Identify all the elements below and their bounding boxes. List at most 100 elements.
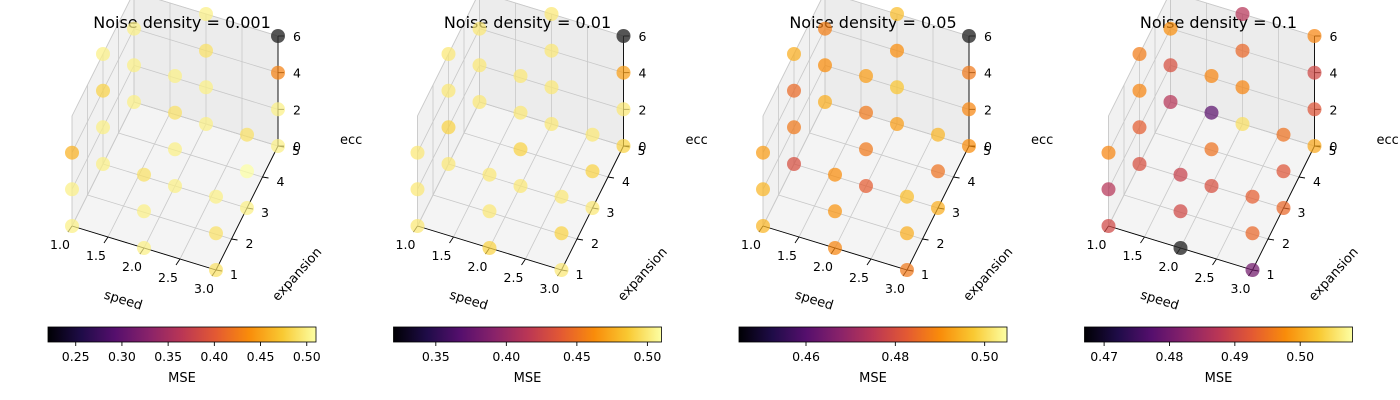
data-point	[1235, 43, 1250, 58]
y-tick-label: 2	[937, 236, 945, 251]
data-point	[931, 127, 945, 142]
z-tick-label: 0	[293, 139, 301, 154]
x-tick	[794, 236, 800, 244]
z-tick-label: 0	[984, 139, 992, 154]
data-point	[199, 80, 213, 95]
y-tick	[953, 176, 960, 179]
data-point	[1132, 157, 1147, 171]
grid-y	[778, 194, 923, 240]
data-point	[1204, 69, 1219, 83]
panel-1: 1.0 1.5 2.0 2.5 3.0 1 2 3 4 50 2 4 6 speed expansion ec…	[47, 0, 362, 386]
colorbar-tick-label: 0.35	[154, 349, 182, 364]
y-tick-label: 1	[1267, 267, 1275, 282]
data-point	[1132, 83, 1147, 98]
z-tick-label: 2	[639, 102, 647, 117]
x-tick-label: 2.0	[468, 259, 488, 274]
data-point	[1276, 127, 1291, 142]
colorbar-tick-label: 0.30	[108, 349, 136, 364]
colorbar	[1084, 326, 1353, 343]
x-tick	[449, 236, 454, 244]
data-point	[554, 226, 569, 241]
z-tick-label: 6	[984, 29, 992, 44]
data-point	[1163, 95, 1178, 109]
x-tick-label: 2.5	[849, 270, 869, 285]
data-point	[1132, 47, 1147, 61]
grid-y	[809, 132, 954, 178]
colorbar-tick-label: 0.35	[422, 349, 450, 364]
x-tick-label: 2.5	[504, 270, 524, 285]
x-tick	[521, 258, 526, 266]
data-point	[410, 219, 425, 233]
data-point	[1245, 263, 1260, 277]
data-point	[931, 164, 945, 179]
chart-title: Noise density = 0.01	[444, 13, 611, 32]
grid-y	[87, 194, 232, 240]
data-point	[1276, 164, 1291, 179]
z-tick-label: 4	[1330, 66, 1338, 81]
data-point	[137, 167, 151, 182]
data-point	[1173, 204, 1188, 219]
z-tick-label: 4	[984, 66, 992, 81]
data-point	[482, 241, 497, 255]
z-tick-label: 4	[293, 66, 301, 81]
z-tick-label: 2	[984, 102, 992, 117]
colorbar-label: MSE	[168, 371, 196, 386]
data-point	[137, 204, 151, 219]
data-point	[616, 102, 631, 117]
data-point	[410, 145, 425, 160]
y-tick	[576, 238, 584, 241]
data-point	[240, 164, 254, 179]
data-point	[472, 58, 487, 73]
x-axis-label: speed	[448, 288, 490, 314]
data-point	[271, 29, 285, 43]
data-point	[472, 21, 487, 36]
data-point	[544, 43, 559, 58]
z-axis-label: ecc	[686, 133, 708, 148]
x-tick-label: 2.0	[122, 259, 142, 274]
data-point	[441, 47, 456, 61]
z-tick-label: 0	[639, 139, 647, 154]
y-tick-label: 4	[968, 174, 976, 189]
data-point	[900, 189, 914, 204]
data-point	[859, 105, 873, 120]
data-point	[1173, 167, 1188, 182]
x-tick-label: 1.0	[1087, 237, 1107, 252]
data-point	[818, 21, 832, 36]
z-tick-label: 6	[639, 29, 647, 44]
data-point	[585, 127, 600, 142]
data-point	[962, 139, 976, 153]
data-point	[1307, 29, 1322, 43]
y-tick-label: 5	[638, 143, 646, 158]
data-point	[271, 102, 285, 117]
data-point	[441, 83, 456, 98]
colorbar-tick-label: 0.49	[1221, 349, 1249, 364]
x-tick-label: 3.0	[885, 281, 905, 296]
data-point	[137, 241, 151, 255]
data-point	[1204, 179, 1219, 193]
data-point	[96, 157, 110, 171]
colorbar-label: MSE	[1205, 371, 1233, 386]
data-point	[818, 95, 832, 109]
y-axis-label: expansion	[270, 245, 326, 304]
data-point	[1204, 142, 1219, 157]
data-point	[787, 120, 801, 135]
data-point	[585, 201, 600, 215]
x-tick	[1212, 258, 1217, 266]
y-tick-label: 2	[591, 236, 599, 251]
grid-y	[118, 132, 263, 178]
colorbar	[738, 326, 1008, 343]
data-point	[1245, 226, 1260, 241]
data-point	[410, 182, 425, 197]
data-point	[1163, 58, 1178, 73]
data-point	[616, 139, 631, 153]
colorbar-tick-label: 0.40	[492, 349, 520, 364]
y-tick	[1298, 176, 1306, 179]
data-point	[787, 47, 801, 61]
data-point	[890, 80, 904, 95]
data-point	[271, 139, 285, 153]
data-point	[1163, 21, 1178, 36]
data-point	[890, 7, 904, 21]
grid-y	[463, 132, 609, 178]
y-tick-label: 4	[277, 174, 285, 189]
